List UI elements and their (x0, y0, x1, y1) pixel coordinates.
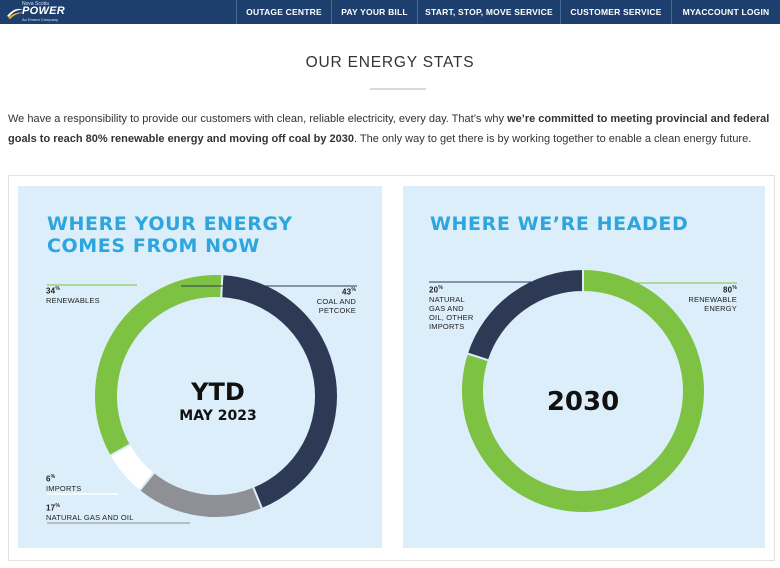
nav-customer-service[interactable]: CUSTOMER SERVICE (560, 0, 671, 24)
future-energy-donut-chart (429, 267, 737, 514)
current-energy-slice-1 (137, 470, 264, 519)
future-other-percent: 20 (429, 285, 439, 295)
logo-province: Nova Scotia (22, 1, 49, 7)
nav-myaccount-login[interactable]: MYACCOUNT LOGIN (671, 0, 780, 24)
current-energy-panel: WHERE YOUR ENERGY COMES FROM NOW 34% REN… (18, 186, 382, 548)
nav-pay-your-bill[interactable]: PAY YOUR BILL (331, 0, 417, 24)
intro-text-bold: we’re committed to meeting provincial an… (8, 113, 770, 145)
gas-oil-name: NATURAL GAS AND OIL (46, 512, 134, 522)
future-energy-panel: WHERE WE’RE HEADED 20% NATURAL GAS AND O… (403, 186, 765, 548)
gas-oil-percent: 17 (46, 503, 56, 513)
future-other-line3: OIL, OTHER (429, 312, 474, 322)
future-energy-slice-0 (460, 267, 706, 514)
intro-paragraph: We have a responsibility to provide our … (8, 109, 774, 149)
current-energy-title: WHERE YOUR ENERGY COMES FROM NOW (47, 213, 293, 257)
gas-oil-label: 17% NATURAL GAS AND OIL (46, 503, 134, 522)
intro-text-end: . The only way to get there is by workin… (354, 133, 752, 145)
chart-center-ytd: YTD (191, 378, 245, 406)
current-energy-title-line2: COMES FROM NOW (47, 235, 260, 257)
future-renewable-label: 80% RENEWABLE ENERGY (688, 285, 737, 313)
renewables-name: RENEWABLES (46, 295, 100, 305)
future-renewable-percent: 80 (723, 285, 733, 295)
future-energy-slice-1 (465, 267, 584, 362)
coal-name-line2: PETCOKE (318, 305, 356, 315)
renewables-percent: 34 (46, 286, 56, 296)
nav-start-stop-move-service[interactable]: START, STOP, MOVE SERVICE (417, 0, 560, 24)
chart-center-date: MAY 2023 (179, 408, 257, 424)
nova-scotia-power-logo[interactable] (6, 1, 24, 23)
future-other-line2: GAS AND (429, 303, 464, 313)
current-energy-title-line1: WHERE YOUR ENERGY (47, 213, 293, 235)
main-navigation: OUTAGE CENTRE PAY YOUR BILL START, STOP,… (236, 0, 780, 24)
page-title: OUR ENERGY STATS (305, 54, 475, 71)
future-other-line1: NATURAL (429, 294, 465, 304)
current-energy-donut-chart (47, 273, 357, 524)
logo-wordmark: Nova Scotia POWER An Emera Company (22, 0, 82, 22)
chart-center-2030: 2030 (546, 387, 620, 417)
future-other-line4: IMPORTS (429, 321, 465, 331)
top-navigation-bar: Nova Scotia POWER An Emera Company OUTAG… (0, 0, 780, 24)
intro-text-start: We have a responsibility to provide our … (8, 113, 508, 125)
imports-name: IMPORTS (46, 483, 82, 493)
logo-tagline: An Emera Company (22, 17, 59, 22)
coal-name-line1: COAL AND (316, 296, 356, 306)
title-divider (370, 88, 426, 90)
future-energy-title: WHERE WE’RE HEADED (430, 213, 689, 235)
energy-stats-container: WHERE YOUR ENERGY COMES FROM NOW 34% REN… (8, 175, 775, 561)
future-renewable-line2: ENERGY (704, 303, 737, 313)
logo-brand-name: POWER (22, 5, 66, 17)
coal-percent: 43 (342, 287, 352, 297)
nav-outage-centre[interactable]: OUTAGE CENTRE (236, 0, 331, 24)
imports-label: 6% IMPORTS (46, 474, 82, 493)
current-energy-slice-3 (93, 273, 224, 458)
coal-label: 43% COAL AND PETCOKE (316, 287, 356, 315)
sun-logo-icon (7, 8, 23, 19)
future-renewable-line1: RENEWABLE (688, 294, 737, 304)
renewables-label: 34% RENEWABLES (46, 286, 100, 305)
future-other-label: 20% NATURAL GAS AND OIL, OTHER IMPORTS (429, 285, 474, 331)
imports-percent: 6 (46, 474, 51, 484)
